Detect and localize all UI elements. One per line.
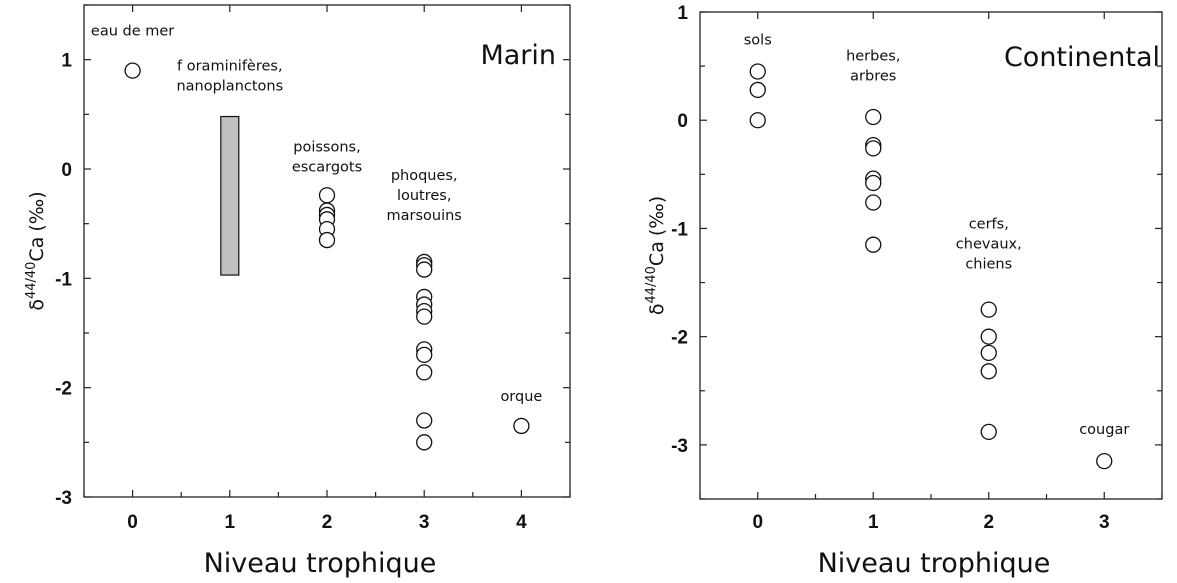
data-point <box>749 112 766 129</box>
data-point <box>980 344 997 362</box>
annotation-line: phoques, <box>391 168 458 184</box>
annotation-line: cerfs, <box>969 216 1009 232</box>
range-bar <box>220 115 240 276</box>
x-tick-label: 1 <box>868 512 879 533</box>
y-label-element: Ca <box>26 237 48 262</box>
data-point <box>1096 452 1113 470</box>
group-annotation: herbes, arbres <box>846 49 900 85</box>
annotation-line: escargots <box>292 160 362 176</box>
y-label-element: Ca <box>646 241 668 266</box>
y-label-unit: (‰) <box>26 191 48 231</box>
y-tick-label: -3 <box>55 488 72 509</box>
y-label-unit: (‰) <box>646 196 668 236</box>
group-annotation: eau de mer <box>91 24 174 40</box>
group-annotation: phoques, loutres, marsouins <box>387 168 462 224</box>
y-label-superscript: 44/40 <box>644 266 659 303</box>
data-point <box>865 108 882 126</box>
data-point <box>416 364 433 381</box>
x-axis-label: Niveau trophique <box>204 548 437 579</box>
data-point <box>865 236 882 253</box>
data-point <box>416 412 433 429</box>
panel-title: Continental <box>1004 42 1160 73</box>
y-tick-label: -2 <box>55 379 72 400</box>
y-tick-label: -1 <box>55 269 72 290</box>
y-axis-label: δ44/40Ca (‰) <box>644 196 668 315</box>
annotation-line: loutres, <box>397 188 452 204</box>
x-tick-label: 3 <box>419 512 430 533</box>
data-point <box>865 174 882 192</box>
continental-panel: 0 1 2 3 1 0 -1 -2 -3 sols herbes, arbres cerfs, cheva… <box>644 3 1163 579</box>
annotation-line: chiens <box>965 256 1012 272</box>
data-point <box>416 308 433 325</box>
data-point <box>865 194 882 211</box>
y-tick-label: 1 <box>61 51 72 72</box>
marine-panel: 0 1 2 3 4 1 0 -1 -2 -3 eau de mer f oraminifères, na… <box>24 4 571 579</box>
annotation-line: herbes, <box>846 49 900 65</box>
annotation-line: eau de mer <box>91 24 174 40</box>
group-annotation: sols <box>744 32 772 48</box>
y-tick-label: 1 <box>677 3 688 24</box>
data-point <box>865 140 882 157</box>
x-tick-label: 2 <box>322 512 333 533</box>
group-annotation: orque <box>500 389 542 405</box>
x-tick-label: 2 <box>983 512 994 533</box>
group-annotation: cougar <box>1079 422 1129 438</box>
x-tick-label: 3 <box>1099 512 1110 533</box>
data-point <box>416 434 433 451</box>
y-label-delta: δ <box>646 304 668 316</box>
annotation-line: poissons, <box>293 140 360 156</box>
data-point <box>980 328 997 345</box>
y-tick-label: -1 <box>671 219 688 240</box>
y-axis-label: δ44/40Ca (‰) <box>24 191 48 310</box>
x-tick-label: 4 <box>516 512 527 533</box>
annotation-line: cougar <box>1079 422 1129 438</box>
annotation-line: arbres <box>850 69 896 85</box>
group-annotation: f oraminifères, nanoplanctons <box>176 59 283 95</box>
x-tick-label: 0 <box>127 512 138 533</box>
y-tick-label: 0 <box>61 160 72 181</box>
group-annotation: poissons, escargots <box>292 140 362 176</box>
annotation-line: marsouins <box>387 208 462 224</box>
data-point <box>980 301 997 318</box>
panel-title: Marin <box>480 40 556 71</box>
y-tick-label: -2 <box>671 328 688 349</box>
annotation-line: orque <box>500 389 542 405</box>
x-tick-label: 1 <box>225 512 236 533</box>
y-tick-label: -3 <box>671 436 688 457</box>
data-point <box>318 231 336 249</box>
data-point <box>749 81 766 99</box>
annotation-line: nanoplanctons <box>176 79 283 95</box>
y-label-superscript: 44/40 <box>24 262 39 299</box>
data-point <box>513 417 530 435</box>
data-point <box>980 423 997 441</box>
data-point <box>416 346 433 364</box>
data-point <box>124 62 141 79</box>
x-axis-label: Niveau trophique <box>818 548 1051 579</box>
data-point <box>416 261 433 278</box>
data-point <box>318 187 336 204</box>
y-label-delta: δ <box>26 299 48 311</box>
annotation-line: chevaux, <box>956 236 1022 252</box>
x-tick-label: 0 <box>752 512 763 533</box>
y-tick-label: 0 <box>677 111 688 132</box>
group-annotation: cerfs, chevaux, chiens <box>956 216 1022 272</box>
plot-frame <box>83 4 571 498</box>
annotation-line: sols <box>744 32 772 48</box>
data-point <box>749 63 766 80</box>
data-point <box>980 363 997 380</box>
annotation-line: f oraminifères, <box>177 59 283 75</box>
